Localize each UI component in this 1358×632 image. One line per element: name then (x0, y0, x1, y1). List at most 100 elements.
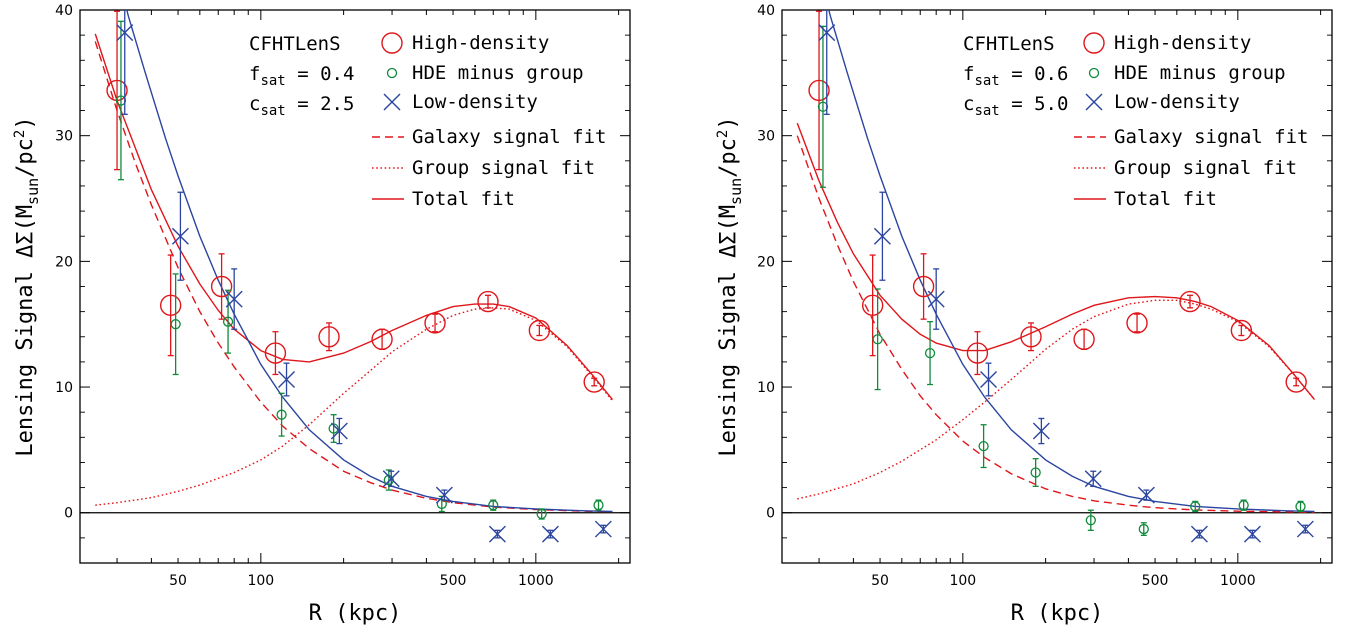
x-axis-title: R (kpc) (309, 601, 402, 626)
data-point (116, 24, 134, 42)
cross-stroke (1190, 525, 1208, 543)
cross-stroke (818, 24, 836, 42)
fit-line-group-signal-fit (95, 307, 614, 506)
data-point (817, 101, 829, 112)
data-point (594, 520, 612, 538)
legend-label: Group signal fit (412, 157, 595, 179)
annotation-subscript: sat (260, 73, 285, 89)
data-point (927, 290, 945, 308)
annotation-value: = 0.4 (286, 63, 355, 85)
y-tick-label: 10 (757, 380, 775, 396)
cross-stroke (1296, 520, 1314, 538)
annotation-subscript: sat (260, 103, 285, 119)
annotation-1: CFHTLenS (249, 33, 341, 55)
annotation-symbol: c (963, 93, 974, 115)
data-point (1296, 520, 1314, 538)
data-point (978, 440, 989, 452)
annotation-3: csat = 2.5 (249, 93, 354, 119)
data-point (1126, 312, 1148, 334)
x-tick-label: 1000 (1220, 573, 1256, 589)
annotation-value: = 0.6 (1000, 63, 1069, 85)
x-tick-label: 500 (440, 573, 467, 589)
cross-stroke (278, 371, 296, 388)
fit-line-total-fit (796, 122, 1316, 401)
legend-marker (383, 93, 401, 111)
data-point (1179, 290, 1201, 313)
data-point (1020, 326, 1042, 348)
x-tick-label: 500 (1142, 573, 1169, 589)
data-point (115, 95, 127, 106)
annotation-symbol: c (249, 93, 260, 115)
annotation-subscript: sat (974, 73, 999, 89)
legend-label: Low-density (412, 91, 538, 113)
x-tick-label: 1000 (518, 573, 554, 589)
y-axis-title-sub: sun (727, 178, 745, 205)
y-tick-label: 20 (55, 254, 73, 270)
data-point (424, 312, 446, 334)
y-tick-label: 30 (55, 129, 73, 145)
legend-label: Total fit (412, 188, 515, 210)
data-point (541, 525, 559, 543)
data-point (330, 422, 348, 440)
data-point (1032, 422, 1050, 440)
data-point (872, 334, 883, 345)
legend-label: HDE minus group (1114, 62, 1286, 84)
data-point (1285, 371, 1307, 393)
data-point (278, 371, 296, 388)
y-tick-label: 30 (757, 129, 775, 145)
data-point (528, 319, 551, 342)
legend-label: Low-density (1114, 91, 1240, 113)
cross-stroke (116, 24, 134, 42)
data-point (1085, 515, 1096, 526)
legend: High-density HDE minus group Low-density Ga… (1074, 32, 1308, 210)
y-axis-title-unit: /pc (716, 138, 741, 178)
data-point (488, 500, 499, 511)
data-point (1243, 525, 1261, 543)
cross-stroke (382, 470, 400, 488)
legend-marker (386, 67, 398, 79)
cross-stroke (1243, 525, 1261, 543)
data-point (264, 342, 287, 364)
data-point (1190, 525, 1208, 543)
cross-stroke (927, 290, 945, 308)
annotation-2: fsat = 0.4 (249, 63, 354, 89)
legend-label: High-density (412, 32, 549, 54)
series-high-density (106, 10, 605, 393)
cross-stroke (980, 371, 998, 388)
data-point (1230, 319, 1253, 342)
cross-stroke (330, 422, 348, 440)
annotation-value: = 5.0 (1000, 93, 1069, 115)
x-tick-label: 100 (247, 573, 274, 589)
y-axis-title: Lensing Signal ΔΣ(Msun/pc2) (12, 116, 42, 456)
data-point (436, 498, 447, 510)
x-axis-title: R (kpc) (1011, 601, 1104, 626)
fit-line-low-density-fit (828, 10, 1315, 513)
fit-line-galaxy-signal-fit (796, 135, 1315, 513)
y-axis-title-close: ) (13, 116, 38, 129)
legend-marker (1083, 32, 1105, 54)
cross-stroke (594, 520, 612, 538)
data-point (1137, 486, 1155, 504)
data-point (276, 409, 287, 420)
legend-label: High-density (1114, 32, 1251, 54)
chart-panel-1: 0 10 20 30 40 50 100 500 1000 R (kpc) Lensing Sign… (12, 3, 631, 626)
data-point (593, 500, 604, 511)
fit-line-group-signal-fit (797, 299, 1316, 500)
data-point (477, 290, 499, 313)
annotation-value: = 2.5 (286, 93, 355, 115)
plot-area (796, 10, 1316, 543)
legend-label: Total fit (1114, 188, 1217, 210)
cross-stroke (171, 227, 189, 245)
legend-label: Group signal fit (1114, 157, 1297, 179)
y-axis-title-sup: 2 (715, 130, 731, 138)
y-axis-title: Lensing Signal ΔΣ(Msun/pc2) (715, 116, 745, 456)
cross-stroke (1137, 486, 1155, 504)
data-point (861, 294, 884, 317)
x-tick-label: 100 (949, 573, 976, 589)
y-axis-title-unit: /pc (13, 138, 38, 178)
data-point (912, 275, 935, 298)
data-point (536, 508, 547, 520)
y-axis-title-sub: sun (24, 178, 42, 205)
